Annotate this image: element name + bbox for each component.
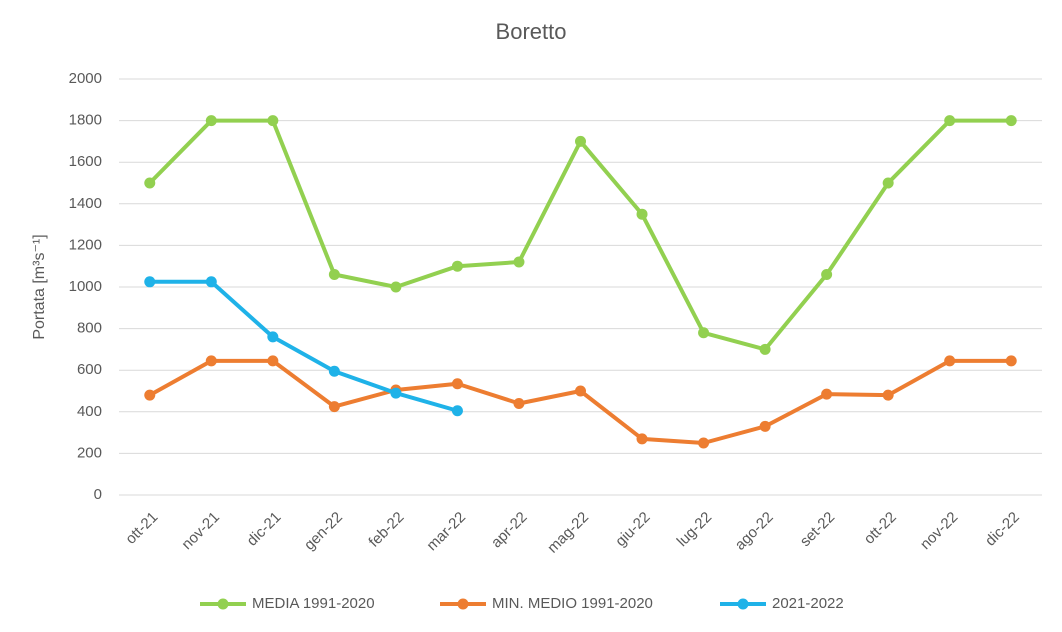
chart-title: Boretto: [496, 19, 567, 44]
data-point: [1005, 115, 1017, 127]
data-point: [328, 401, 340, 413]
data-point: [575, 385, 586, 397]
y-tick-label: 2000: [69, 70, 102, 87]
y-tick-label: 1400: [69, 195, 102, 212]
data-point: [328, 269, 340, 281]
legend-label: 2021-2022: [772, 595, 844, 612]
data-point: [513, 256, 525, 268]
y-tick-label: 1000: [69, 278, 102, 295]
data-point: [451, 378, 463, 390]
legend-label: MIN. MEDIO 1991-2020: [492, 595, 653, 612]
data-point: [821, 388, 833, 400]
y-tick-label: 600: [77, 361, 102, 378]
data-point: [144, 276, 156, 288]
data-point: [513, 397, 525, 409]
data-point: [944, 355, 956, 367]
data-point: [451, 405, 463, 417]
data-point: [205, 355, 217, 367]
series-line: [149, 279, 458, 413]
y-tick-label: 1200: [69, 236, 102, 253]
y-tick-label: 0: [94, 486, 102, 503]
data-point: [636, 433, 648, 445]
legend-label: MEDIA 1991-2020: [252, 595, 375, 612]
data-point: [144, 389, 156, 401]
data-point: [267, 115, 279, 127]
data-point: [267, 355, 279, 367]
data-point: [821, 269, 833, 281]
legend-marker: [737, 598, 749, 610]
y-axis-label: Portata [m³s⁻¹]: [31, 234, 48, 339]
data-point: [1005, 355, 1017, 367]
data-point: [267, 331, 279, 343]
legend-marker: [457, 598, 469, 610]
data-point: [759, 420, 771, 432]
data-point: [205, 276, 217, 288]
y-tick-label: 200: [77, 444, 102, 461]
y-tick-label: 800: [77, 320, 102, 337]
data-point: [390, 387, 402, 399]
data-point: [390, 281, 402, 293]
data-point: [144, 177, 156, 189]
data-point: [698, 437, 710, 449]
data-point: [698, 327, 710, 339]
y-tick-label: 1800: [69, 112, 102, 129]
data-point: [205, 115, 217, 127]
y-tick-label: 1600: [69, 153, 102, 170]
legend-marker: [217, 598, 229, 610]
data-point: [759, 343, 771, 355]
data-point: [944, 115, 956, 127]
data-point: [451, 260, 463, 272]
y-tick-label: 400: [77, 403, 102, 420]
data-point: [575, 135, 586, 147]
data-point: [328, 365, 340, 377]
data-point: [882, 177, 894, 189]
data-point: [636, 208, 648, 220]
data-point: [882, 389, 894, 401]
